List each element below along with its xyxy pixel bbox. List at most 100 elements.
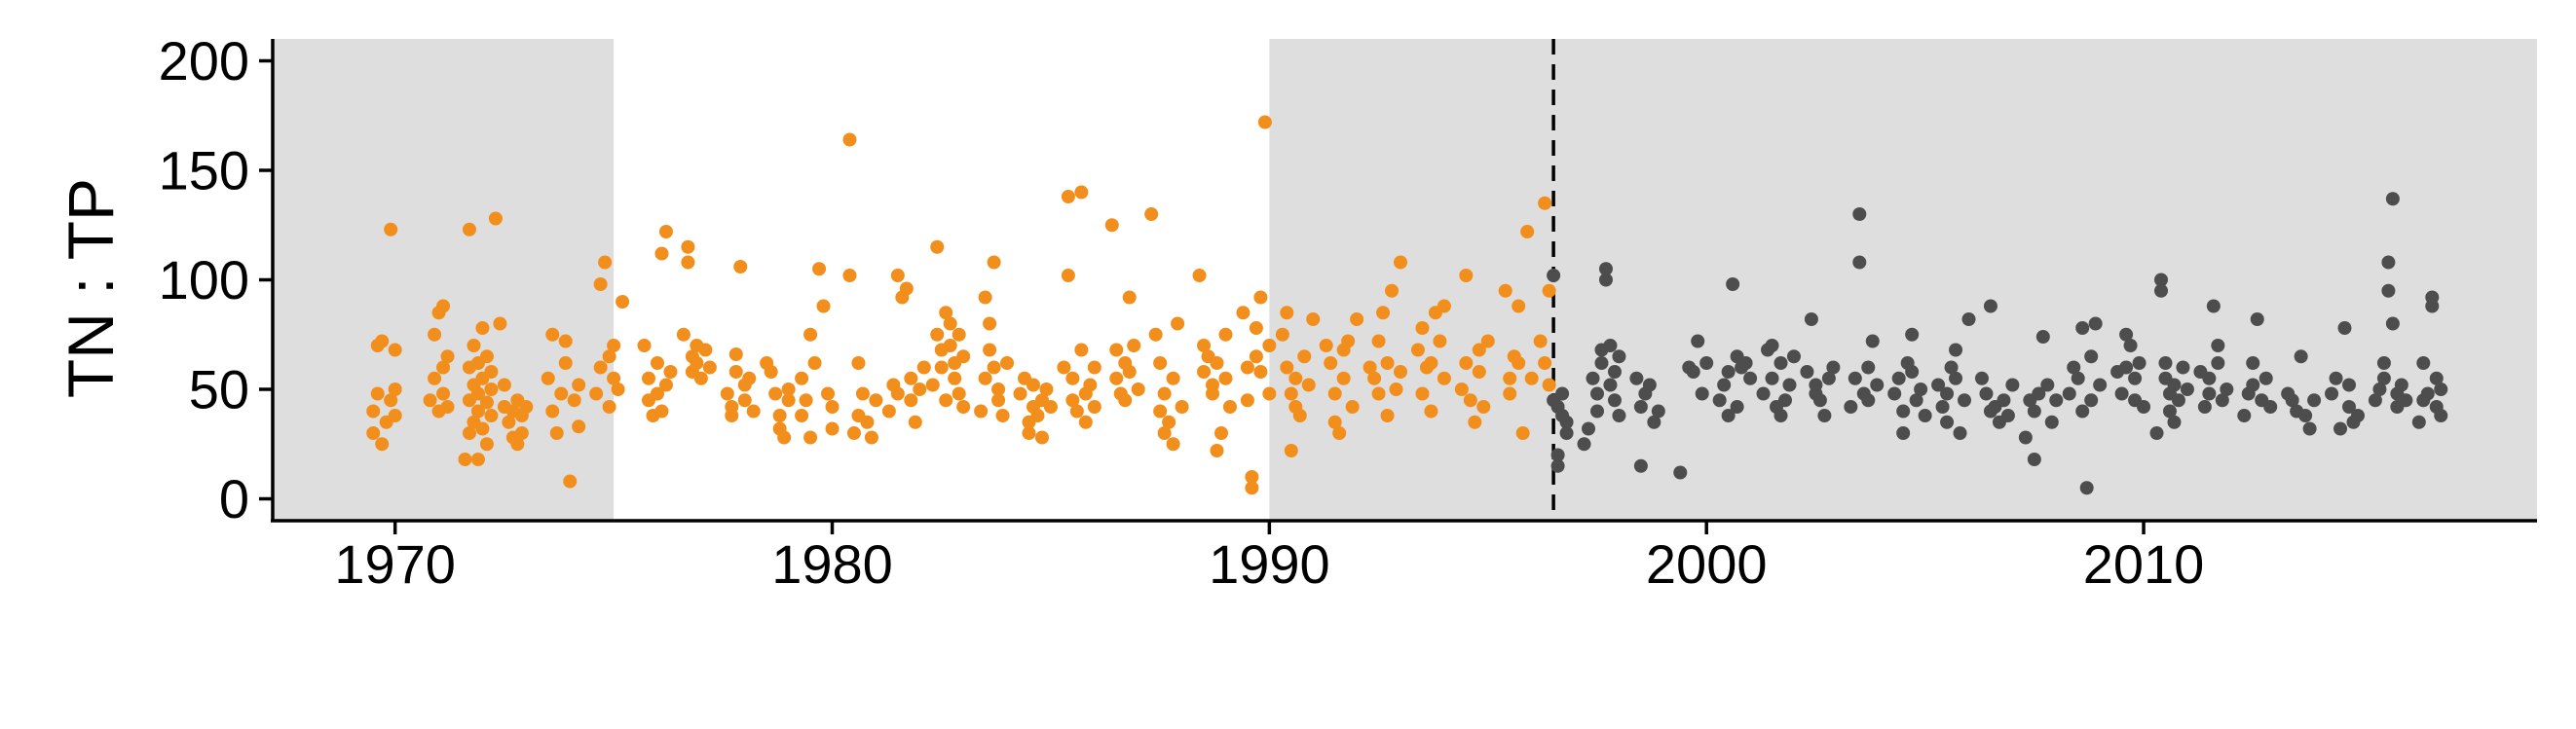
data-point bbox=[388, 409, 402, 422]
data-point bbox=[1301, 378, 1316, 392]
data-point bbox=[388, 383, 402, 396]
data-point bbox=[676, 327, 691, 342]
data-point bbox=[2119, 360, 2134, 375]
data-point bbox=[1949, 371, 1963, 385]
data-point bbox=[1756, 386, 1771, 401]
data-point bbox=[1175, 400, 1189, 414]
data-point bbox=[1057, 360, 1071, 375]
data-point bbox=[2128, 371, 2143, 385]
data-point bbox=[1503, 371, 1517, 385]
data-point bbox=[607, 339, 621, 352]
data-point bbox=[869, 393, 883, 408]
data-point bbox=[1039, 383, 1054, 396]
x-tick-label: 1970 bbox=[334, 533, 456, 595]
data-point bbox=[479, 395, 494, 410]
data-point bbox=[1944, 360, 1959, 375]
data-point bbox=[1166, 371, 1180, 385]
data-point bbox=[2429, 371, 2444, 385]
data-point bbox=[1371, 386, 1386, 401]
data-point bbox=[851, 356, 866, 370]
data-point bbox=[1284, 386, 1298, 401]
data-point bbox=[2180, 383, 2194, 396]
data-point bbox=[470, 404, 485, 419]
data-point bbox=[904, 393, 918, 408]
y-tick-label: 150 bbox=[159, 140, 249, 201]
data-point bbox=[725, 409, 739, 422]
data-point bbox=[1324, 356, 1338, 370]
data-point bbox=[1826, 360, 1841, 375]
data-point bbox=[1498, 283, 1512, 298]
data-point bbox=[987, 360, 1001, 375]
data-point bbox=[1582, 421, 1596, 436]
data-point bbox=[842, 132, 857, 147]
data-point bbox=[1577, 437, 1591, 452]
data-point bbox=[816, 299, 831, 313]
data-point bbox=[1800, 365, 1814, 379]
data-point bbox=[384, 393, 398, 408]
data-point bbox=[558, 356, 573, 370]
data-point bbox=[948, 371, 962, 385]
data-point bbox=[1144, 207, 1159, 221]
data-point bbox=[1935, 400, 1950, 414]
data-point bbox=[1914, 383, 1928, 396]
data-point bbox=[2246, 378, 2260, 392]
data-point bbox=[1612, 409, 1626, 422]
data-point bbox=[2341, 378, 2356, 392]
data-point bbox=[746, 404, 761, 419]
data-point bbox=[1686, 365, 1700, 379]
data-point bbox=[2040, 378, 2055, 392]
data-point bbox=[2394, 378, 2408, 392]
data-point bbox=[1380, 356, 1395, 370]
data-point bbox=[855, 386, 870, 401]
data-point bbox=[2325, 386, 2339, 401]
y-tick-label: 100 bbox=[159, 249, 249, 310]
data-point bbox=[2167, 378, 2182, 392]
data-point bbox=[1547, 269, 1561, 282]
data-point bbox=[1249, 321, 1263, 335]
data-point bbox=[764, 365, 778, 379]
data-point bbox=[470, 386, 485, 401]
data-point bbox=[1153, 356, 1168, 370]
data-point bbox=[2075, 404, 2090, 419]
data-point bbox=[1765, 339, 1779, 352]
data-point bbox=[1336, 371, 1351, 385]
data-point bbox=[2372, 383, 2387, 396]
data-point bbox=[995, 409, 1010, 422]
data-point bbox=[1292, 409, 1307, 422]
data-point bbox=[1327, 386, 1342, 401]
data-point bbox=[2411, 415, 2426, 429]
data-point bbox=[375, 437, 390, 452]
data-point bbox=[475, 421, 490, 436]
data-point bbox=[650, 386, 664, 401]
data-point bbox=[1817, 409, 1832, 422]
data-point bbox=[1512, 299, 1526, 313]
data-point bbox=[1065, 371, 1080, 385]
data-point bbox=[1350, 312, 1364, 326]
data-point bbox=[1598, 273, 1613, 287]
data-point bbox=[1153, 404, 1168, 419]
data-point bbox=[1210, 356, 1224, 370]
data-point bbox=[930, 239, 945, 254]
data-point bbox=[978, 290, 992, 305]
data-point bbox=[1594, 356, 1609, 370]
y-tick-label: 0 bbox=[219, 468, 249, 529]
data-point bbox=[1777, 393, 1792, 408]
data-point bbox=[1437, 371, 1451, 385]
y-axis-title: TN : TP bbox=[55, 178, 127, 398]
data-point bbox=[890, 269, 905, 282]
data-point bbox=[366, 404, 381, 419]
data-point bbox=[2350, 409, 2365, 422]
data-point bbox=[1192, 269, 1207, 282]
data-point bbox=[2158, 356, 2173, 370]
data-point bbox=[2044, 415, 2059, 429]
data-point bbox=[825, 400, 840, 414]
data-point bbox=[777, 430, 792, 445]
data-point bbox=[690, 356, 704, 370]
data-point bbox=[1218, 371, 1233, 385]
data-point bbox=[956, 400, 971, 414]
data-point bbox=[1712, 393, 1727, 408]
data-point bbox=[1249, 349, 1263, 364]
data-point bbox=[1997, 393, 2011, 408]
data-point bbox=[1245, 470, 1259, 484]
data-point bbox=[616, 295, 630, 309]
